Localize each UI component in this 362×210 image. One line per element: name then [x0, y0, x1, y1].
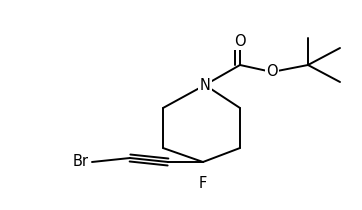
Text: O: O [266, 64, 278, 80]
Text: Br: Br [73, 155, 89, 169]
Text: O: O [234, 34, 246, 49]
Text: N: N [199, 77, 210, 92]
Text: F: F [199, 176, 207, 190]
